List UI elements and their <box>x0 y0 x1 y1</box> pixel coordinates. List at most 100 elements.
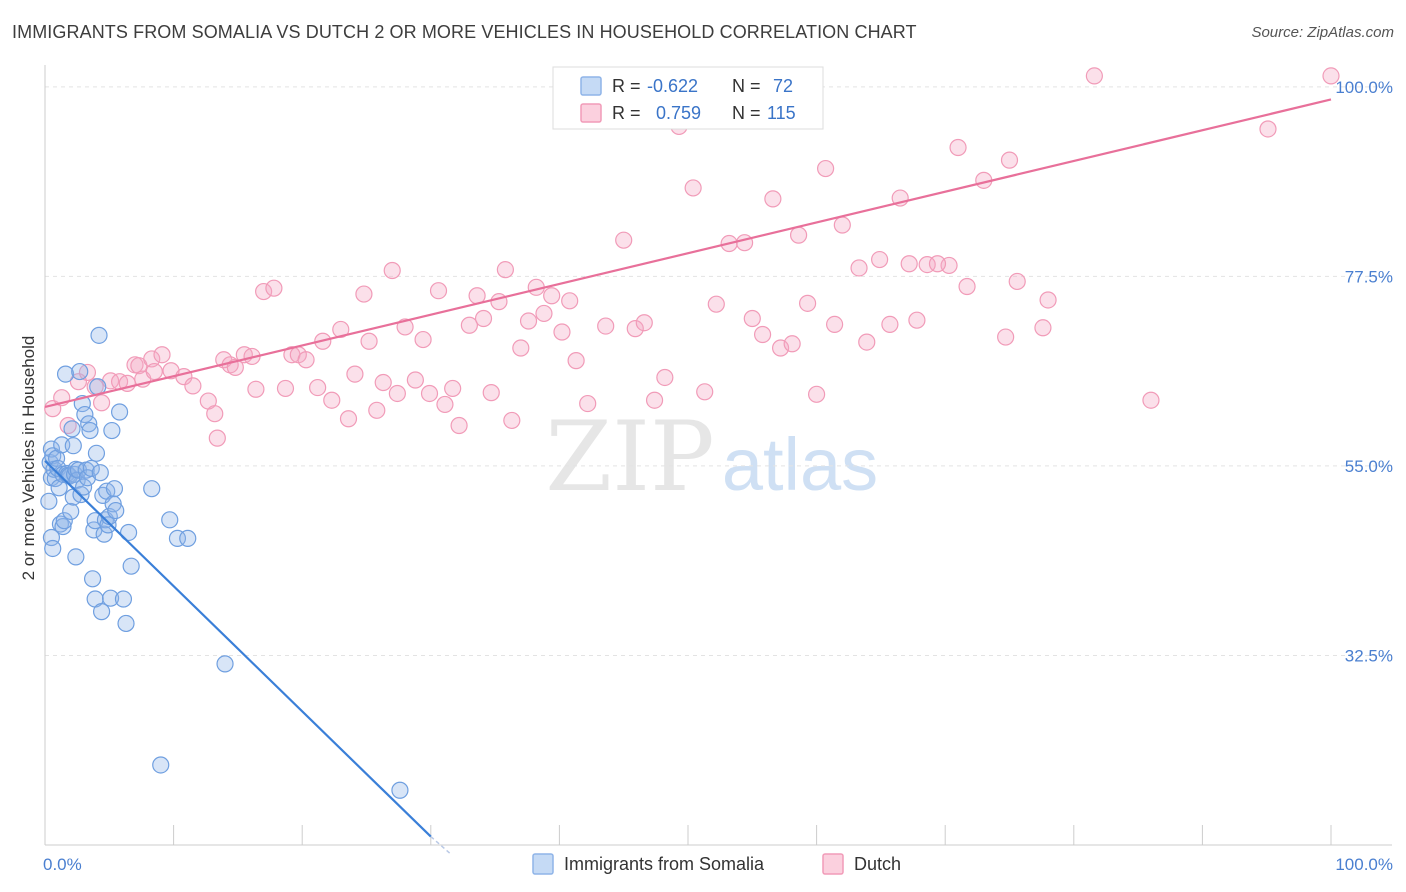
point-somalia <box>104 495 122 513</box>
point-dutch <box>482 384 500 402</box>
point-somalia <box>91 464 109 482</box>
point-somalia <box>216 655 234 673</box>
point-dutch <box>949 138 967 157</box>
x-tick-label: 0.0% <box>43 855 82 874</box>
point-dutch <box>206 405 224 423</box>
point-somalia <box>40 492 58 510</box>
point-somalia <box>76 405 94 424</box>
legend-n-value-somalia: 72 <box>773 76 793 96</box>
point-dutch <box>807 385 826 403</box>
point-somalia <box>87 444 106 462</box>
point-dutch <box>798 294 817 312</box>
point-dutch <box>626 320 644 338</box>
point-dutch <box>997 328 1015 346</box>
point-dutch <box>355 285 373 303</box>
point-dutch <box>368 401 386 419</box>
point-somalia <box>391 781 409 799</box>
point-dutch <box>833 216 851 234</box>
point-dutch <box>309 378 327 397</box>
point-somalia <box>55 512 73 530</box>
point-somalia <box>54 517 72 536</box>
point-somalia <box>63 420 81 438</box>
tick-labels: 100.0% 77.5% 55.0% 32.5% 0.0% 100.0% <box>43 78 1393 874</box>
point-dutch <box>420 384 439 403</box>
point-somalia <box>62 502 80 521</box>
point-dutch <box>323 391 341 409</box>
y-axis-label: 2 or more Vehicles in Household <box>19 336 38 581</box>
point-dutch <box>1322 67 1340 85</box>
point-dutch <box>460 316 478 334</box>
point-dutch <box>339 410 358 428</box>
point-dutch <box>735 234 754 252</box>
point-dutch <box>276 379 295 398</box>
chart-source: Source: ZipAtlas.com <box>1251 24 1394 41</box>
point-somalia <box>101 589 120 607</box>
point-somalia <box>119 523 138 542</box>
point-dutch <box>374 373 392 392</box>
point-dutch <box>519 312 538 330</box>
point-dutch <box>143 350 161 368</box>
point-dutch <box>858 333 876 351</box>
point-somalia <box>92 603 111 621</box>
point-somalia <box>78 469 97 487</box>
y-tick-label: 55.0% <box>1345 457 1393 476</box>
point-somalia <box>161 511 179 529</box>
point-dutch <box>850 259 868 277</box>
point-dutch <box>881 315 899 334</box>
point-dutch <box>474 309 493 328</box>
point-dutch <box>753 325 772 344</box>
point-dutch <box>764 190 782 208</box>
point-dutch <box>743 309 761 328</box>
legend-r-label-dutch: R = <box>612 103 641 123</box>
point-dutch <box>553 323 571 341</box>
point-dutch <box>184 377 202 395</box>
point-dutch <box>265 279 283 297</box>
point-dutch <box>92 394 111 412</box>
point-dutch <box>597 317 615 335</box>
point-dutch <box>579 394 597 413</box>
point-dutch <box>826 315 844 334</box>
point-dutch <box>817 159 835 178</box>
trend-lines <box>44 98 1332 854</box>
legend-top: R = -0.622 N = 72 R = 0.759 N = 115 <box>552 66 824 130</box>
point-dutch <box>535 304 553 323</box>
legend-r-value-somalia: -0.622 <box>647 76 698 96</box>
point-dutch <box>297 351 315 369</box>
point-somalia <box>107 501 125 520</box>
legend-n-label-dutch: N = <box>732 103 761 123</box>
point-somalia <box>103 421 121 440</box>
series-dutch-points <box>44 67 1340 447</box>
point-dutch <box>332 320 350 339</box>
point-dutch <box>567 352 585 370</box>
point-dutch <box>958 277 976 296</box>
axes <box>44 65 1392 846</box>
legend-bottom-label-dutch: Dutch <box>854 854 901 874</box>
point-somalia <box>152 756 170 774</box>
point-somalia <box>82 459 100 478</box>
point-dutch <box>436 395 454 414</box>
point-somalia <box>105 480 124 498</box>
point-dutch <box>783 335 801 353</box>
point-somalia <box>50 479 68 497</box>
point-dutch <box>1259 120 1277 138</box>
legend-n-value-dutch: 115 <box>767 103 796 123</box>
point-dutch <box>346 365 364 383</box>
point-dutch <box>153 346 171 364</box>
point-dutch <box>1039 291 1057 309</box>
trend-line-somalia-extension <box>430 836 451 854</box>
legend-swatch-dutch <box>580 103 602 123</box>
point-dutch <box>789 226 808 244</box>
point-somalia <box>64 437 82 455</box>
y-tick-label: 32.5% <box>1345 646 1393 665</box>
point-somalia <box>81 421 99 440</box>
point-dutch <box>707 295 725 313</box>
point-somalia <box>114 590 133 608</box>
point-somalia <box>122 557 140 575</box>
point-dutch <box>450 416 468 435</box>
point-somalia <box>90 326 108 344</box>
legend-n-label-somalia: N = <box>732 76 761 96</box>
point-somalia <box>44 539 62 558</box>
point-dutch <box>1142 391 1160 409</box>
watermark-zip: ZIP <box>545 401 714 513</box>
